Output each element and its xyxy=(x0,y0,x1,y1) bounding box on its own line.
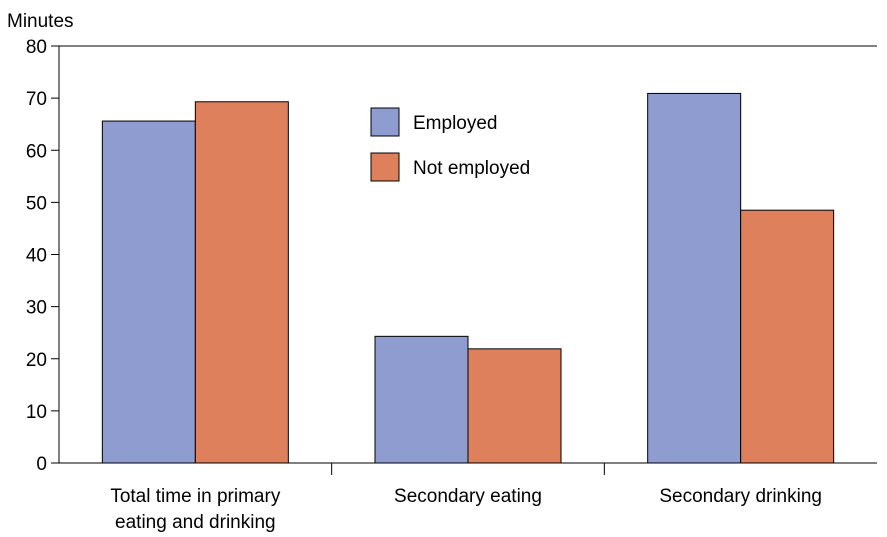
x-category-label: eating and drinking xyxy=(115,512,276,533)
category-labels: Total time in primary eating and drinking… xyxy=(110,486,822,533)
y-tick-label: 50 xyxy=(26,193,47,214)
y-tick-label: 20 xyxy=(26,350,47,371)
legend-label-not-employed: Not employed xyxy=(413,158,530,179)
y-tick-label: 70 xyxy=(26,89,47,110)
bar-employed xyxy=(101,120,196,464)
legend-swatch-employed xyxy=(370,107,400,137)
bar-employed xyxy=(647,92,742,464)
y-tick-label: 40 xyxy=(26,246,47,267)
y-tick-label: 0 xyxy=(36,454,47,475)
bar-not-employed xyxy=(740,209,835,464)
legend-label-employed: Employed xyxy=(413,113,498,134)
y-tick-label: 60 xyxy=(26,141,47,162)
y-tick-label: 80 xyxy=(26,37,47,58)
y-axis: 0 10 20 30 40 50 60 70 80 xyxy=(26,37,877,475)
x-category-label: Secondary drinking xyxy=(659,486,822,507)
bars xyxy=(101,92,835,464)
x-category-label: Total time in primary xyxy=(110,486,280,507)
y-tick-label: 30 xyxy=(26,298,47,319)
x-category-label: Secondary eating xyxy=(394,486,542,507)
bar-employed xyxy=(374,335,469,464)
bar-not-employed xyxy=(467,348,562,464)
bar-not-employed xyxy=(194,101,289,464)
y-axis-title: Minutes xyxy=(7,11,74,32)
x-axis xyxy=(59,462,877,475)
y-tick-label: 10 xyxy=(26,402,47,423)
legend: Employed Not employed xyxy=(370,107,530,182)
legend-swatch-not-employed xyxy=(370,152,400,182)
